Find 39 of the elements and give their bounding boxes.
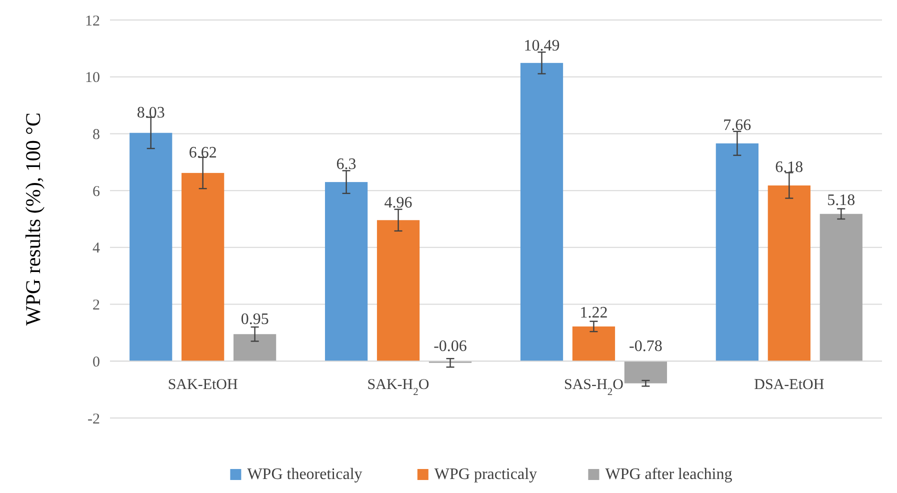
bar — [130, 132, 172, 362]
y-tick-label: 4 — [92, 240, 100, 257]
bar — [820, 214, 862, 362]
bar — [572, 326, 616, 362]
data-label: 4.96 — [384, 194, 412, 212]
bar — [182, 172, 224, 362]
y-axis-title: WPG results (%), 100 °C — [21, 112, 45, 326]
data-label: -0.78 — [629, 338, 662, 355]
legend-label: WPG after leaching — [605, 466, 732, 483]
bar — [768, 185, 810, 362]
y-tick-label: 8 — [92, 126, 100, 143]
data-label: 1.22 — [580, 304, 608, 322]
x-tick-label: SAS-H$_{2}$O — [564, 377, 624, 398]
bar — [716, 143, 758, 362]
data-label: 6.18 — [775, 158, 804, 176]
bar — [624, 361, 668, 384]
y-tick-label: 0 — [92, 354, 100, 370]
x-tick-label: DSA-EtOH — [754, 377, 824, 394]
data-label: 5.18 — [827, 192, 856, 209]
bar — [520, 62, 564, 362]
legend-label: WPG theoreticaly — [247, 466, 362, 483]
data-label: 8.03 — [136, 104, 165, 122]
data-label: 10.49 — [524, 37, 560, 54]
data-label: -0.06 — [434, 338, 467, 355]
data-label: 7.66 — [723, 117, 752, 134]
y-tick-label: -2 — [88, 411, 100, 428]
x-tick-label: SAK-H$_{2}$O — [367, 377, 430, 398]
bar — [376, 220, 420, 362]
data-label: 0.95 — [240, 310, 269, 328]
data-label: 6.62 — [188, 144, 217, 162]
data-label: 6.3 — [336, 156, 356, 174]
y-tick-label: 2 — [92, 298, 100, 314]
bar — [234, 334, 276, 362]
y-tick-label: 10 — [85, 70, 100, 86]
x-tick-label: SAK-EtOH — [168, 377, 238, 394]
y-tick-label: 12 — [85, 13, 100, 30]
legend-label: WPG practicaly — [434, 466, 538, 483]
bar — [324, 182, 368, 362]
y-tick-label: 6 — [92, 184, 100, 200]
